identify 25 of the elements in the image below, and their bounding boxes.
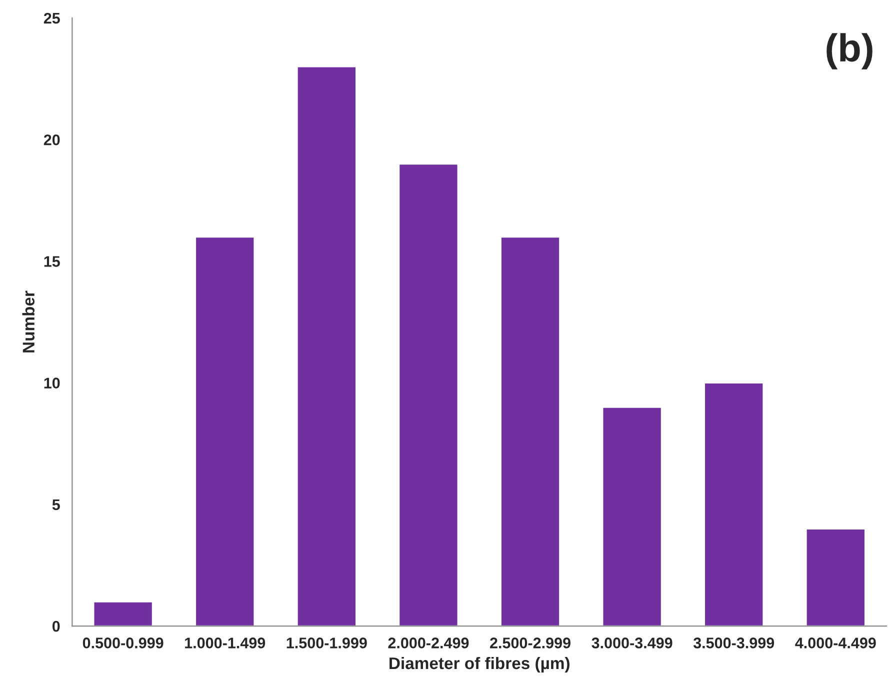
- x-tick-label: 0.500-0.999: [82, 638, 164, 648]
- bar: [194, 236, 256, 626]
- y-tick-label: 10: [44, 378, 60, 388]
- x-tick-label: 1.500-1.999: [286, 638, 367, 648]
- x-tick-label: 2.500-2.999: [490, 638, 570, 648]
- y-tick-label: 25: [44, 12, 60, 24]
- y-tick-label: 15: [44, 256, 60, 267]
- bar: [296, 66, 357, 626]
- x-tick-label: 3.000-3.499: [592, 638, 672, 648]
- x-tick-label: 1.000-1.499: [185, 638, 266, 648]
- x-tick-label: 4.000-4.499: [795, 638, 876, 648]
- annotation: (b): [826, 33, 872, 70]
- bar: [398, 163, 459, 626]
- bar: [92, 601, 154, 626]
- bar: [500, 236, 560, 626]
- bar: [602, 406, 662, 626]
- x-axis-title: Diameter of fibres (µm): [390, 656, 570, 672]
- y-axis-title: Number: [22, 290, 35, 352]
- y-tick-label: 0: [52, 620, 60, 632]
- y-tick-label: 5: [52, 499, 60, 510]
- bar: [704, 382, 764, 626]
- bar: [805, 528, 866, 626]
- x-tick-label: 3.500-3.999: [693, 638, 774, 648]
- x-tick-label: 2.000-2.499: [388, 638, 469, 648]
- y-tick-label: 20: [44, 134, 60, 146]
